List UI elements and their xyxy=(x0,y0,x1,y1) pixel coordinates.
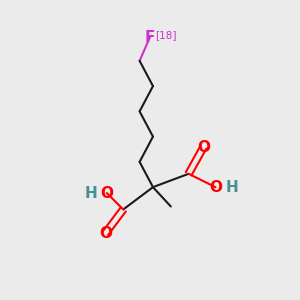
Text: [18]: [18] xyxy=(156,31,177,40)
Text: O: O xyxy=(100,186,113,201)
Text: H: H xyxy=(225,180,238,195)
Text: O: O xyxy=(197,140,210,154)
Text: O: O xyxy=(99,226,112,241)
Text: O: O xyxy=(209,180,222,195)
Text: F: F xyxy=(145,30,155,45)
Text: H: H xyxy=(84,186,97,201)
